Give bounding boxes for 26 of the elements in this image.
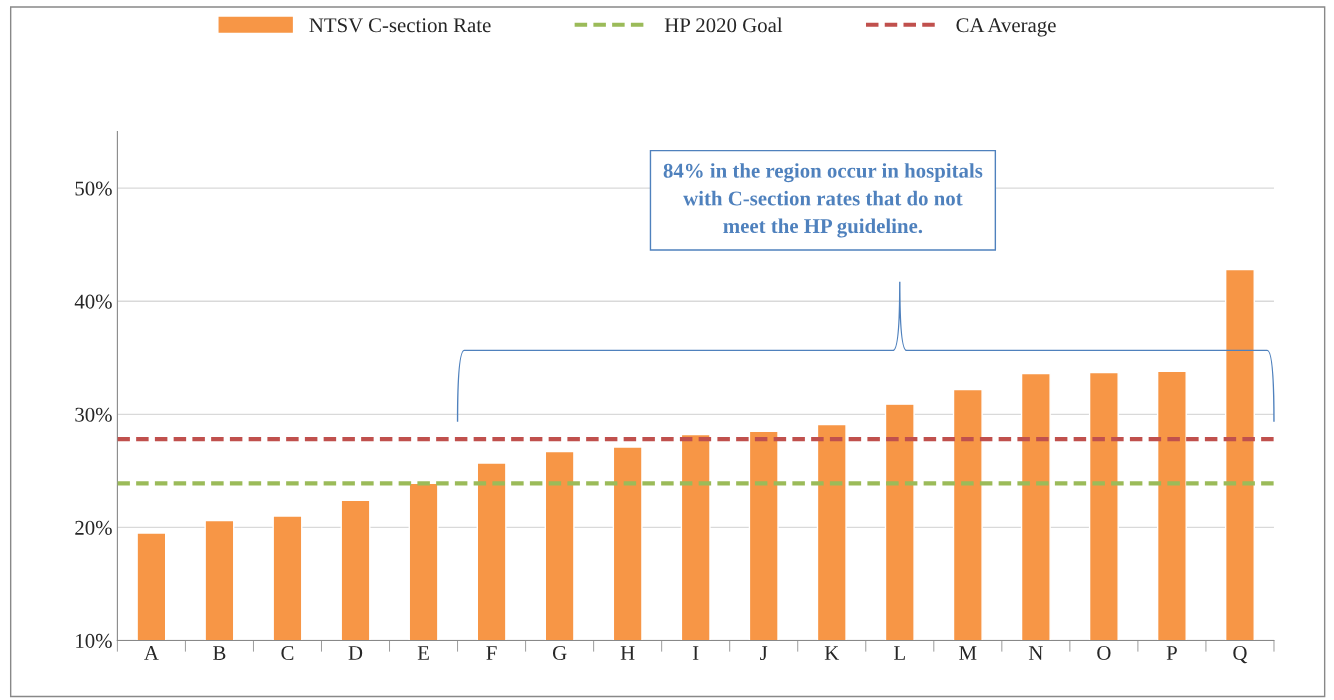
x-tick-label: N — [1028, 646, 1043, 660]
legend-label: NTSV C-section Rate — [309, 18, 491, 33]
x-tick-label: H — [620, 646, 635, 660]
x-tick-label: Q — [1233, 646, 1248, 664]
annotation: 84% in the region occur in hospitals with C-section rates that do not meet the HP guideline. — [663, 163, 983, 238]
x-tick-label: A — [144, 646, 159, 660]
x-tick-label: G — [552, 646, 567, 661]
y-tick-label: 40% — [74, 294, 112, 309]
y-tick-label: 50% — [75, 181, 112, 196]
x-tick-label: D — [348, 646, 363, 660]
x-tick-label: O — [1097, 646, 1111, 661]
legend-label: HP 2020 Goal — [664, 17, 783, 33]
x-tick-label: L — [894, 646, 905, 660]
x-tick-label: F — [486, 646, 497, 660]
x-tick-label: P — [1166, 646, 1177, 660]
x-tick-label: C — [281, 646, 294, 661]
y-tick-label: 20% — [75, 520, 112, 535]
legend-label: CA Average — [956, 18, 1056, 37]
x-tick-label: J — [760, 646, 768, 661]
x-tick-label: B — [213, 646, 226, 660]
x-tick-label: M — [959, 646, 977, 660]
x-tick-label: I — [692, 646, 699, 660]
y-tick-label: 30% — [75, 407, 112, 422]
x-tick-label: E — [417, 646, 429, 660]
y-tick-label: 10% — [76, 633, 112, 648]
x-tick-label: K — [824, 646, 840, 660]
